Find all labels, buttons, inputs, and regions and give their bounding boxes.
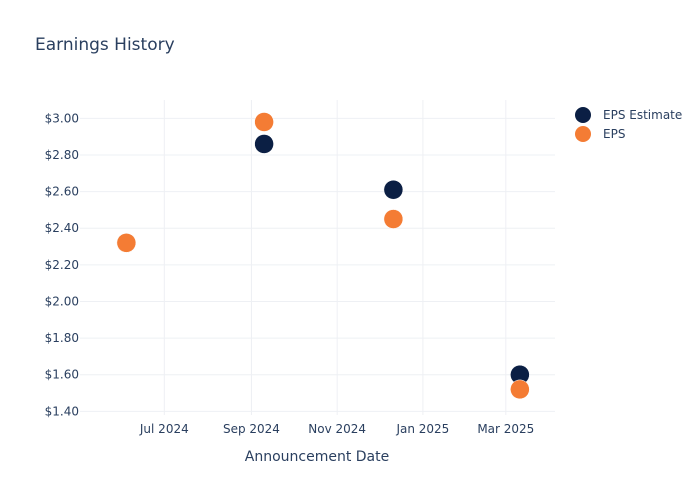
legend-marker [575,107,591,123]
y-tick-label: $2.80 [45,148,79,162]
legend-item-eps-estimate[interactable]: EPS Estimate [575,107,682,123]
chart-title: Earnings History [35,35,175,55]
y-tick-label: $2.40 [45,221,79,235]
x-tick-label: Mar 2025 [477,422,534,436]
y-tick-label: $1.80 [45,331,79,345]
eps-point[interactable] [254,112,274,132]
legend-item-eps[interactable]: EPS [575,126,625,142]
eps-point[interactable] [116,233,137,253]
series-eps [116,112,530,400]
legend-marker [575,126,591,142]
x-tick-label: Nov 2024 [308,422,366,436]
x-tick-label: Jan 2025 [395,422,449,436]
y-tick-label: $2.60 [45,185,79,199]
legend-label: EPS [603,127,625,141]
legend-label: EPS Estimate [603,108,682,122]
series-eps-estimate [116,134,530,385]
x-tick-label: Jul 2024 [139,422,189,436]
eps-estimate-point[interactable] [383,179,404,200]
x-axis-title: Announcement Date [245,449,389,465]
eps-estimate-point[interactable] [254,134,274,154]
y-tick-label: $3.00 [45,111,79,125]
x-axis-ticks: Jul 2024 Sep 2024 Nov 2024 Jan 2025 Mar 2025 [139,422,534,436]
x-tick-label: Sep 2024 [223,422,280,436]
data-points [116,112,530,400]
grid [80,100,555,415]
y-tick-label: $1.40 [45,404,79,418]
eps-point[interactable] [383,209,404,229]
y-axis-ticks: $1.40 $1.60 $1.80 $2.00 $2.20 $2.40 $2.60 $2.80… [45,111,79,418]
y-tick-label: $1.60 [45,368,79,382]
y-tick-label: $2.00 [45,294,79,308]
legend[interactable]: EPS Estimate EPS [575,107,682,142]
eps-point[interactable] [510,379,530,400]
y-tick-label: $2.20 [45,258,79,272]
